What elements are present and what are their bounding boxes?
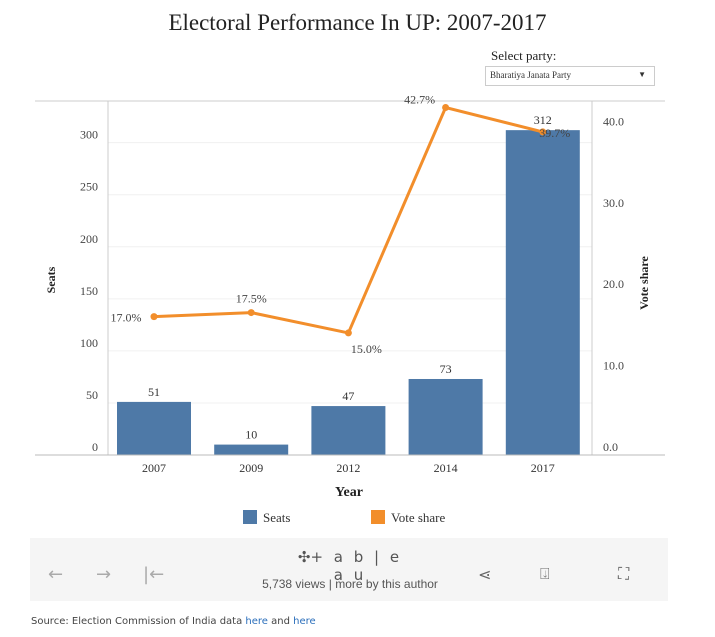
vote-share-point	[247, 309, 255, 317]
tableau-logo-icon: ✣	[297, 548, 311, 566]
legend-swatch-seats	[243, 510, 257, 524]
x-axis-title: Year	[335, 485, 363, 500]
y-tick-label: 100	[80, 336, 98, 350]
vote-share-label: 42.7%	[404, 93, 435, 107]
bar-label: 312	[534, 113, 552, 127]
bar-label: 47	[342, 389, 354, 403]
x-tick-label: 2009	[239, 461, 263, 475]
y-tick-label: 50	[86, 388, 98, 402]
y2-tick-label: 0.0	[603, 440, 618, 454]
y2-tick-label: 20.0	[603, 277, 624, 291]
vote-share-label: 17.5%	[236, 292, 267, 306]
vote-share-label: 39.7%	[539, 126, 570, 140]
legend-swatch-vote-share	[371, 510, 385, 524]
vote-share-point	[150, 313, 158, 321]
y-tick-label: 200	[80, 232, 98, 246]
y2-axis-title: Vote share	[637, 255, 651, 309]
source-note: Source: Election Commission of India dat…	[31, 616, 316, 627]
download-icon[interactable]: ⍗	[540, 564, 550, 583]
dropdown-arrow-icon: ▼	[638, 70, 646, 79]
vote-share-point	[344, 329, 352, 337]
bar-seats-2009	[214, 444, 289, 455]
bar-seats-2014	[408, 378, 483, 455]
views-link[interactable]: 5,738 views | more by this author	[262, 577, 438, 591]
source-link-1[interactable]: here	[245, 616, 268, 627]
y-tick-label: 150	[80, 284, 98, 298]
y2-tick-label: 40.0	[603, 114, 624, 128]
y-tick-label: 250	[80, 180, 98, 194]
bar-label: 51	[148, 385, 160, 399]
undo-icon[interactable]: ←	[48, 564, 64, 585]
x-tick-label: 2012	[336, 461, 360, 475]
y2-tick-label: 30.0	[603, 196, 624, 210]
chart: 51 10 47 73 312 17.0% 17.5% 15.0% 42.7% 39.7% Se…	[35, 93, 665, 525]
party-filter-label: Select party:	[491, 48, 557, 63]
vote-share-label: 15.0%	[351, 342, 382, 356]
revert-icon[interactable]: |←	[143, 564, 165, 585]
bar-seats-2012	[311, 406, 386, 455]
y-tick-label: 0	[92, 440, 98, 454]
tableau-logo[interactable]: ✣+ a b | e a u	[297, 548, 403, 584]
fullscreen-icon[interactable]: ⛶	[618, 564, 630, 583]
bar-seats-2017	[505, 130, 580, 455]
party-select-value: Bharatiya Janata Party	[490, 70, 571, 80]
bar-label: 10	[245, 428, 257, 442]
source-link-2[interactable]: here	[293, 616, 316, 627]
y-tick-label: 300	[80, 128, 98, 142]
chart-title: Electoral Performance In UP: 2007-2017	[168, 10, 547, 35]
vote-share-point	[442, 104, 450, 112]
vote-share-label: 17.0%	[111, 311, 142, 325]
redo-icon[interactable]: →	[96, 564, 112, 585]
legend-label-seats: Seats	[263, 510, 290, 525]
y2-tick-label: 10.0	[603, 359, 624, 373]
source-text: Source: Election Commission of India dat…	[31, 616, 246, 627]
source-and: and	[267, 616, 294, 627]
party-select[interactable]: Bharatiya Janata Party ▼	[485, 66, 655, 86]
tableau-toolbar: ← → |← ✣+ a b | e a u 5,738 views | more…	[30, 538, 668, 601]
bar-label: 73	[440, 362, 452, 376]
share-icon[interactable]: ⋖	[478, 565, 492, 584]
legend-label-vote-share: Vote share	[391, 510, 446, 525]
x-tick-label: 2017	[531, 461, 555, 475]
x-tick-label: 2014	[434, 461, 458, 475]
y-axis-title: Seats	[44, 266, 58, 293]
x-tick-label: 2007	[142, 461, 166, 475]
bar-seats-2007	[117, 401, 191, 455]
vote-share-point	[539, 128, 547, 136]
